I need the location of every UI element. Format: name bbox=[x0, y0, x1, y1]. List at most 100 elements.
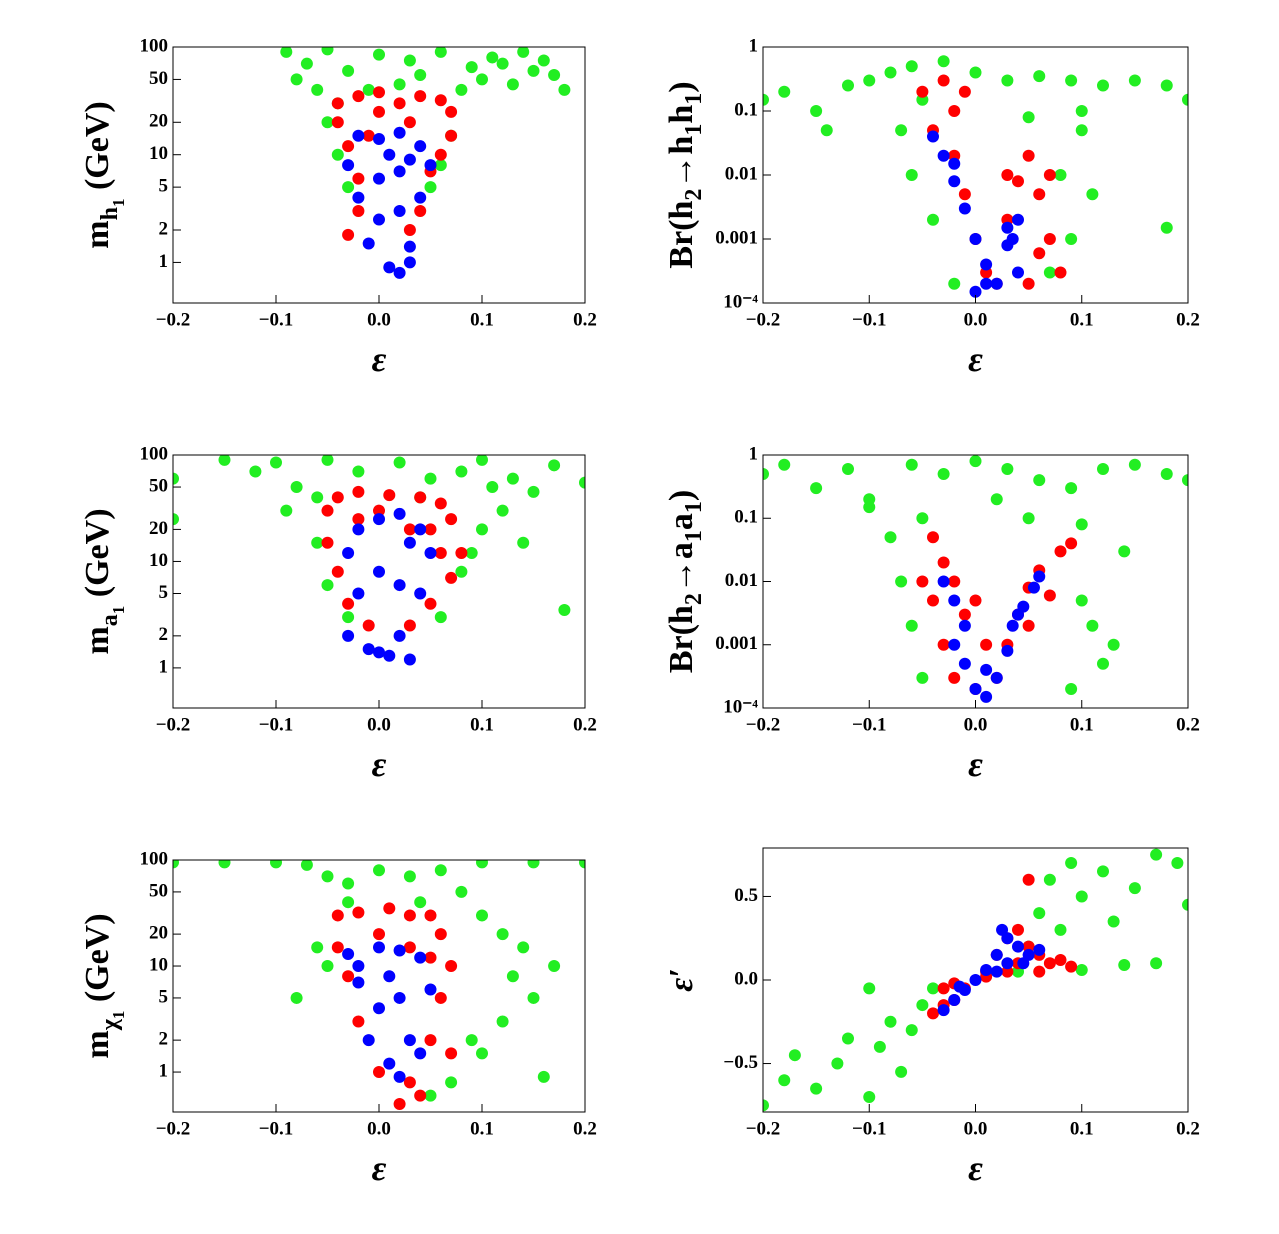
x-tick-label: −0.1 bbox=[852, 309, 887, 330]
y-axis-label: Br(h2→h1h1) bbox=[663, 81, 707, 268]
x-axis-label: ε bbox=[968, 1148, 983, 1188]
y-tick-label: 5 bbox=[159, 582, 169, 603]
point bbox=[863, 501, 876, 514]
point bbox=[1001, 644, 1014, 657]
point bbox=[342, 228, 355, 241]
point bbox=[916, 512, 929, 525]
point bbox=[414, 90, 427, 103]
point bbox=[969, 233, 982, 245]
point bbox=[342, 547, 355, 560]
point bbox=[990, 671, 1003, 684]
point bbox=[342, 140, 355, 153]
point bbox=[434, 47, 447, 58]
x-tick-label: −0.2 bbox=[746, 309, 781, 330]
point bbox=[434, 991, 447, 1004]
point bbox=[173, 513, 179, 526]
y-tick-label: 2 bbox=[159, 218, 169, 239]
point bbox=[1033, 70, 1046, 83]
points bbox=[763, 848, 1188, 1112]
point bbox=[403, 941, 416, 954]
y-label-part: 2 bbox=[681, 189, 707, 201]
point bbox=[958, 619, 971, 632]
point bbox=[352, 976, 365, 989]
point bbox=[1160, 221, 1173, 234]
point bbox=[445, 513, 458, 526]
y-label-part: 1 bbox=[681, 124, 707, 136]
point bbox=[1033, 943, 1046, 956]
point bbox=[1022, 873, 1035, 886]
point bbox=[969, 285, 982, 298]
x-tick-label: −0.1 bbox=[259, 309, 294, 330]
point bbox=[249, 465, 262, 478]
point bbox=[980, 638, 993, 651]
point bbox=[1043, 169, 1056, 181]
point bbox=[1033, 247, 1046, 260]
point bbox=[969, 974, 982, 986]
y-label-part: Br(h bbox=[663, 605, 700, 673]
point bbox=[352, 205, 365, 218]
point bbox=[373, 1066, 385, 1079]
point bbox=[969, 594, 982, 607]
y-label-part: 1 bbox=[681, 501, 707, 513]
x-tick-label: 0.2 bbox=[573, 309, 597, 330]
point bbox=[373, 105, 385, 118]
point bbox=[445, 960, 458, 973]
point bbox=[290, 991, 303, 1004]
point bbox=[476, 860, 488, 869]
point bbox=[778, 85, 791, 98]
point bbox=[455, 83, 468, 96]
point bbox=[342, 64, 355, 77]
point bbox=[1086, 619, 1099, 632]
point bbox=[1065, 960, 1078, 973]
point bbox=[937, 638, 950, 651]
y-tick-label: 0.1 bbox=[734, 99, 758, 120]
point bbox=[218, 860, 231, 869]
point bbox=[300, 57, 313, 70]
point bbox=[414, 1089, 427, 1102]
point bbox=[414, 587, 427, 600]
point bbox=[937, 74, 950, 87]
point bbox=[990, 493, 1003, 506]
point bbox=[311, 491, 324, 504]
point bbox=[1001, 221, 1014, 234]
point bbox=[958, 657, 971, 670]
point bbox=[1065, 857, 1078, 870]
point bbox=[476, 523, 488, 536]
point bbox=[916, 575, 929, 588]
point bbox=[969, 455, 982, 468]
x-tick-label: −0.2 bbox=[156, 309, 191, 330]
point bbox=[362, 83, 375, 96]
point bbox=[884, 66, 897, 79]
point bbox=[1075, 890, 1088, 903]
point bbox=[331, 97, 344, 110]
y-tick-label: 1 bbox=[159, 656, 169, 677]
point bbox=[373, 513, 385, 526]
point bbox=[1022, 512, 1035, 525]
x-axis-label: ε bbox=[372, 744, 387, 784]
point bbox=[321, 47, 334, 56]
x-tick-label: −0.1 bbox=[259, 1118, 294, 1139]
point bbox=[352, 191, 365, 204]
point bbox=[373, 1002, 385, 1015]
point bbox=[476, 455, 488, 466]
point bbox=[352, 172, 365, 185]
y-label-part: m bbox=[79, 1030, 116, 1058]
point bbox=[1033, 907, 1046, 920]
point bbox=[980, 258, 993, 271]
point bbox=[373, 132, 385, 145]
point bbox=[486, 481, 499, 494]
point bbox=[434, 148, 447, 161]
point bbox=[373, 172, 385, 185]
point bbox=[362, 643, 375, 656]
point bbox=[465, 547, 478, 560]
point bbox=[424, 159, 437, 172]
point bbox=[1022, 940, 1035, 953]
point bbox=[763, 1099, 769, 1112]
point bbox=[321, 960, 334, 973]
plot-frame bbox=[762, 454, 1189, 709]
x-tick-label: −0.2 bbox=[156, 1118, 191, 1139]
y-tick-label: 0.5 bbox=[734, 885, 758, 906]
point bbox=[1054, 953, 1067, 966]
